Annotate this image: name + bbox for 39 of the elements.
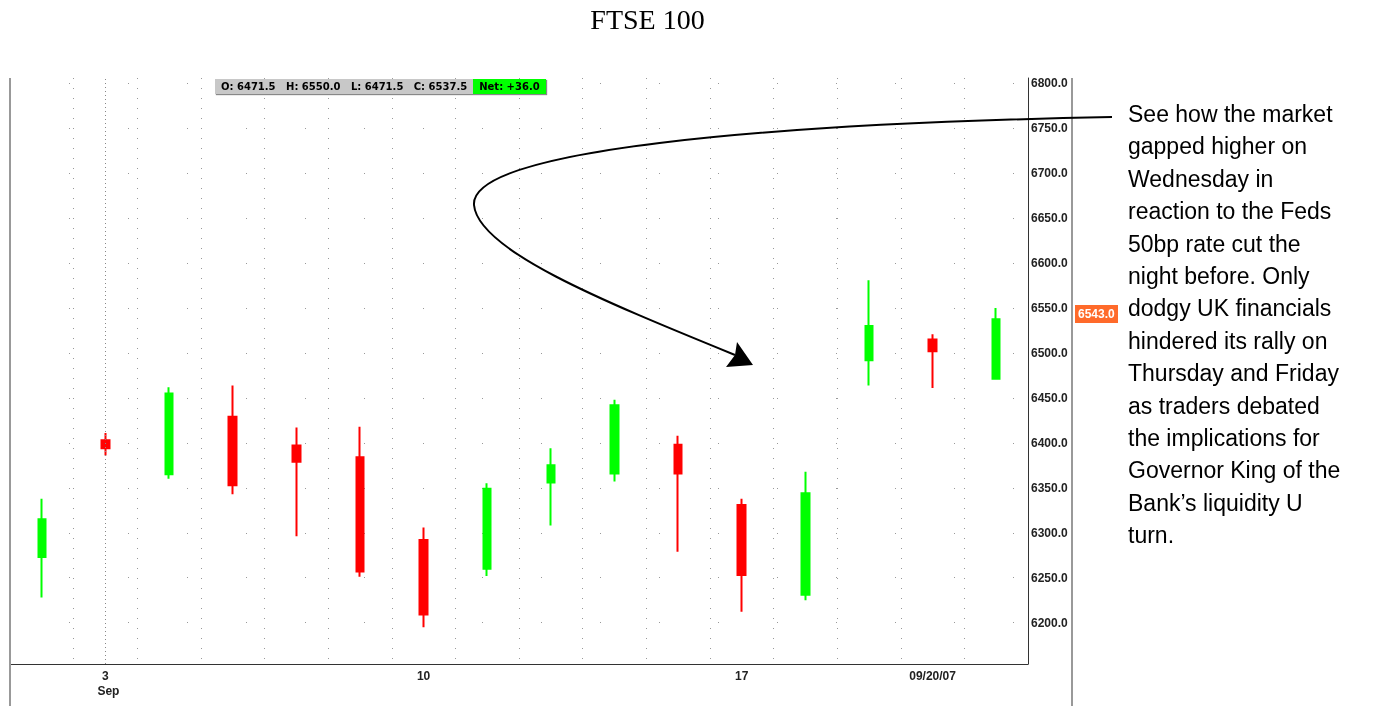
candlestick	[673, 434, 683, 553]
y-tick-label: 6500.0	[1031, 346, 1069, 361]
candlestick	[609, 398, 620, 483]
annotation: Net: +36.0	[473, 79, 546, 94]
y-tick-label: 6300.0	[1031, 525, 1069, 540]
text: Sep	[97, 684, 120, 698]
y-tick-label: 6250.0	[1031, 570, 1069, 585]
y-tick-label: 6600.0	[1031, 256, 1069, 271]
y-tick-label: 6800.0	[1031, 76, 1069, 91]
candlestick	[991, 307, 1001, 380]
candlestick	[736, 497, 747, 613]
candlestick	[546, 447, 556, 527]
text: See how the market gapped higher on Wednesday in reaction to the Feds 50bp rate cut the night before. Only dodgy UK financials hindered its rally on Thursday and Friday as traders debated the implications for Governor King of the Bank’s liquidity U turn.	[1128, 101, 1341, 549]
candlestick	[482, 482, 492, 577]
candlestick	[355, 425, 365, 578]
candlestick	[864, 279, 874, 387]
candlestick	[37, 497, 47, 599]
price-tag: 6543.0	[1075, 305, 1118, 323]
candlestick	[100, 432, 111, 457]
x-tick-label: 10	[416, 669, 431, 683]
y-tick-label: 6750.0	[1031, 121, 1069, 136]
x-tick-label: 3	[102, 669, 110, 683]
candlestick	[800, 470, 811, 602]
annotation: O: 6471.5 H: 6550.0 L: 6471.5 C: 6537.5	[215, 79, 474, 94]
x-tick-label: 17	[735, 669, 749, 683]
chart-title: FTSE 100	[589, 4, 706, 36]
y-tick-label: 6550.0	[1031, 301, 1069, 316]
y-tick-label: 6650.0	[1031, 211, 1069, 226]
candlestick	[291, 426, 302, 538]
candlestick	[418, 526, 429, 629]
candlestick	[164, 386, 174, 480]
x-tick-label: 09/20/07	[909, 669, 957, 683]
y-tick-label: 6200.0	[1031, 615, 1069, 630]
candlestick	[227, 384, 238, 496]
y-tick-label: 6450.0	[1031, 390, 1069, 405]
y-tick-label: 6700.0	[1031, 166, 1069, 181]
y-tick-label: 6400.0	[1031, 435, 1069, 450]
candlestick	[927, 333, 938, 390]
y-tick-label: 6350.0	[1031, 480, 1069, 495]
